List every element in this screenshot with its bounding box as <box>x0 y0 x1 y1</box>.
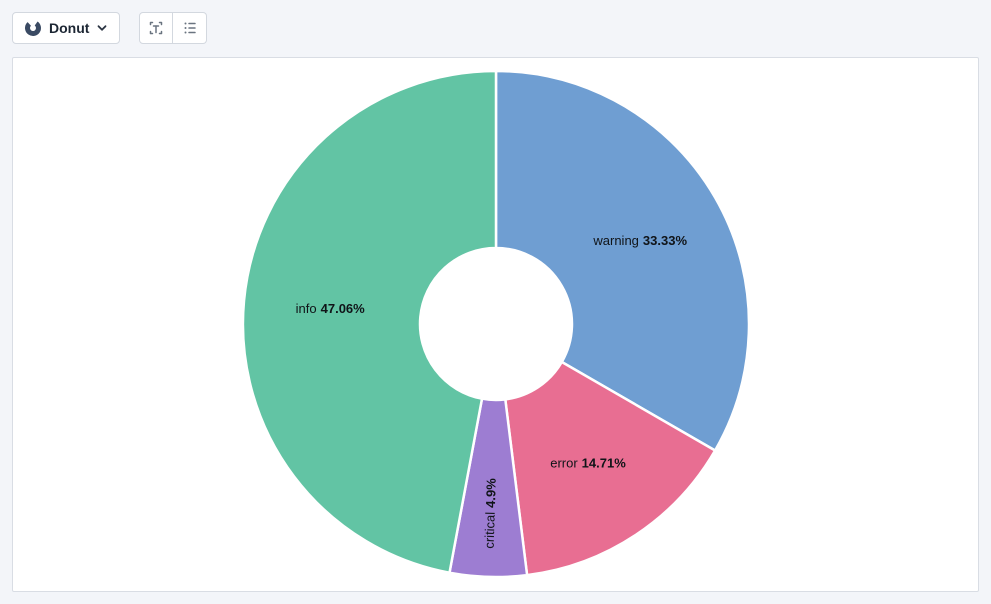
chart-type-dropdown[interactable]: Donut <box>12 12 121 44</box>
slice-label-critical: critical4.9% <box>482 478 499 549</box>
slice-label-info: info 47.06% <box>296 301 366 316</box>
donut-slice-info[interactable] <box>241 69 498 574</box>
slice-label-error: error 14.71% <box>550 455 626 470</box>
toolbar: Donut <box>0 0 991 57</box>
text-label-toggle-icon <box>147 19 165 37</box>
donut-chart-icon <box>24 19 42 37</box>
text-label-toggle-button[interactable] <box>139 12 174 44</box>
chart-panel: warning 33.33% error 14.71% critical4.9% info… <box>12 57 979 592</box>
donut-chart[interactable]: warning 33.33% error 14.71% critical4.9% info… <box>13 58 978 591</box>
chevron-down-icon <box>96 22 108 34</box>
legend-list-toggle-icon <box>181 19 199 37</box>
chart-options-group <box>139 12 208 44</box>
legend-toggle-button[interactable] <box>173 12 208 44</box>
donut-slice-error[interactable] <box>504 360 717 577</box>
slice-label-warning: warning 33.33% <box>592 233 687 248</box>
donut-slice-warning[interactable] <box>494 69 751 452</box>
chart-type-label: Donut <box>49 20 90 36</box>
